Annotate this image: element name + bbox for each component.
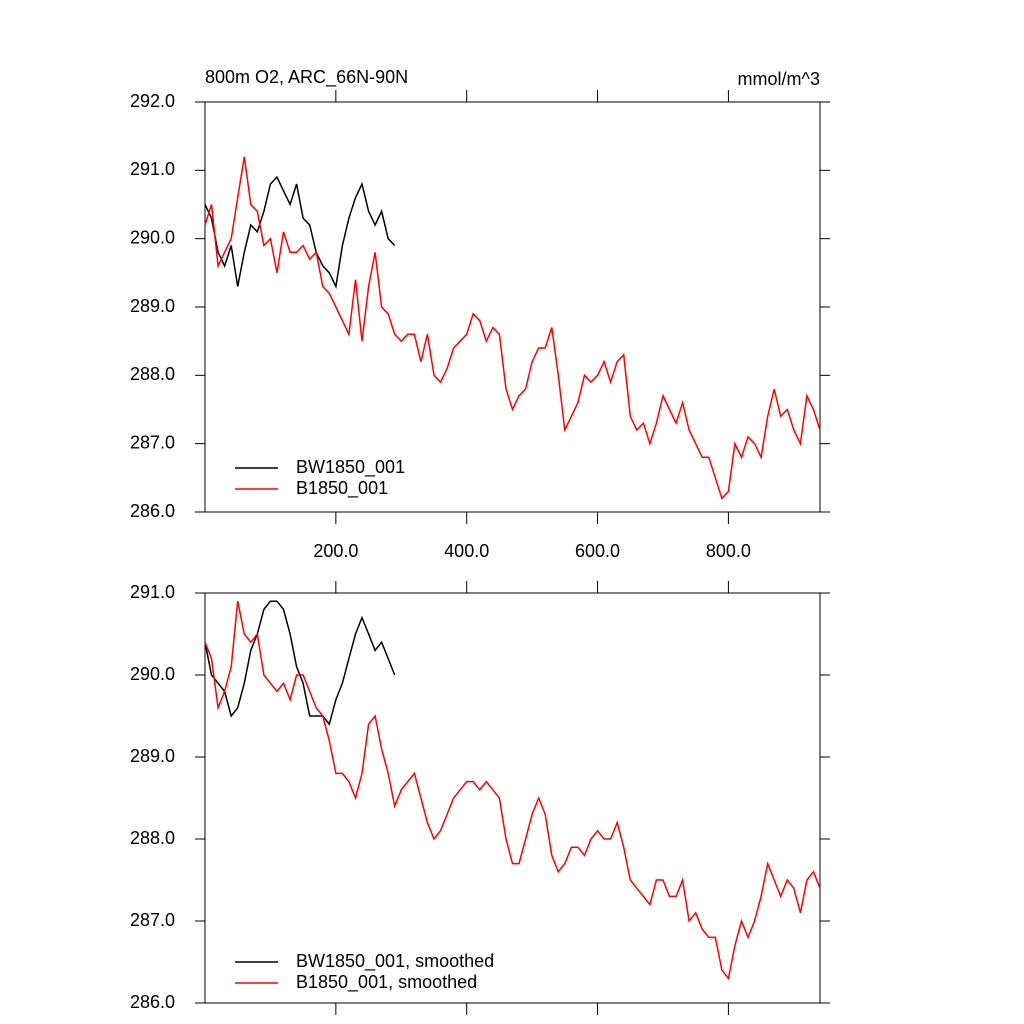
plot-frame (204, 101, 821, 513)
x-tick-label: 200.0 (313, 541, 358, 561)
y-tick-label: 288.0 (130, 828, 175, 848)
y-tick-label: 290.0 (130, 227, 175, 247)
y-tick-label: 292.0 (130, 91, 175, 111)
plot-frame (204, 592, 821, 1004)
legend-label: BW1850_001 (296, 457, 405, 478)
units-label: mmol/m^3 (738, 69, 820, 89)
y-tick-label: 289.0 (130, 746, 175, 766)
y-tick-label: 291.0 (130, 159, 175, 179)
y-tick-label: 286.0 (130, 501, 175, 521)
legend-label: BW1850_001, smoothed (296, 951, 494, 972)
y-tick-label: 287.0 (130, 910, 175, 930)
x-tick-label: 400.0 (444, 541, 489, 561)
x-tick-label: 800.0 (706, 541, 751, 561)
chart-title: 800m O2, ARC_66N-90N (205, 67, 408, 88)
y-tick-label: 287.0 (130, 432, 175, 452)
legend-label: B1850_001 (296, 478, 388, 499)
y-tick-label: 288.0 (130, 364, 175, 384)
y-tick-label: 291.0 (130, 582, 175, 602)
data-line (204, 175, 396, 289)
data-line (204, 156, 821, 500)
data-line (204, 600, 396, 726)
legend-label: B1850_001, smoothed (296, 972, 477, 993)
x-tick-label: 600.0 (575, 541, 620, 561)
y-tick-label: 286.0 (130, 992, 175, 1012)
data-line (204, 601, 821, 981)
y-tick-label: 289.0 (130, 296, 175, 316)
y-tick-label: 290.0 (130, 664, 175, 684)
